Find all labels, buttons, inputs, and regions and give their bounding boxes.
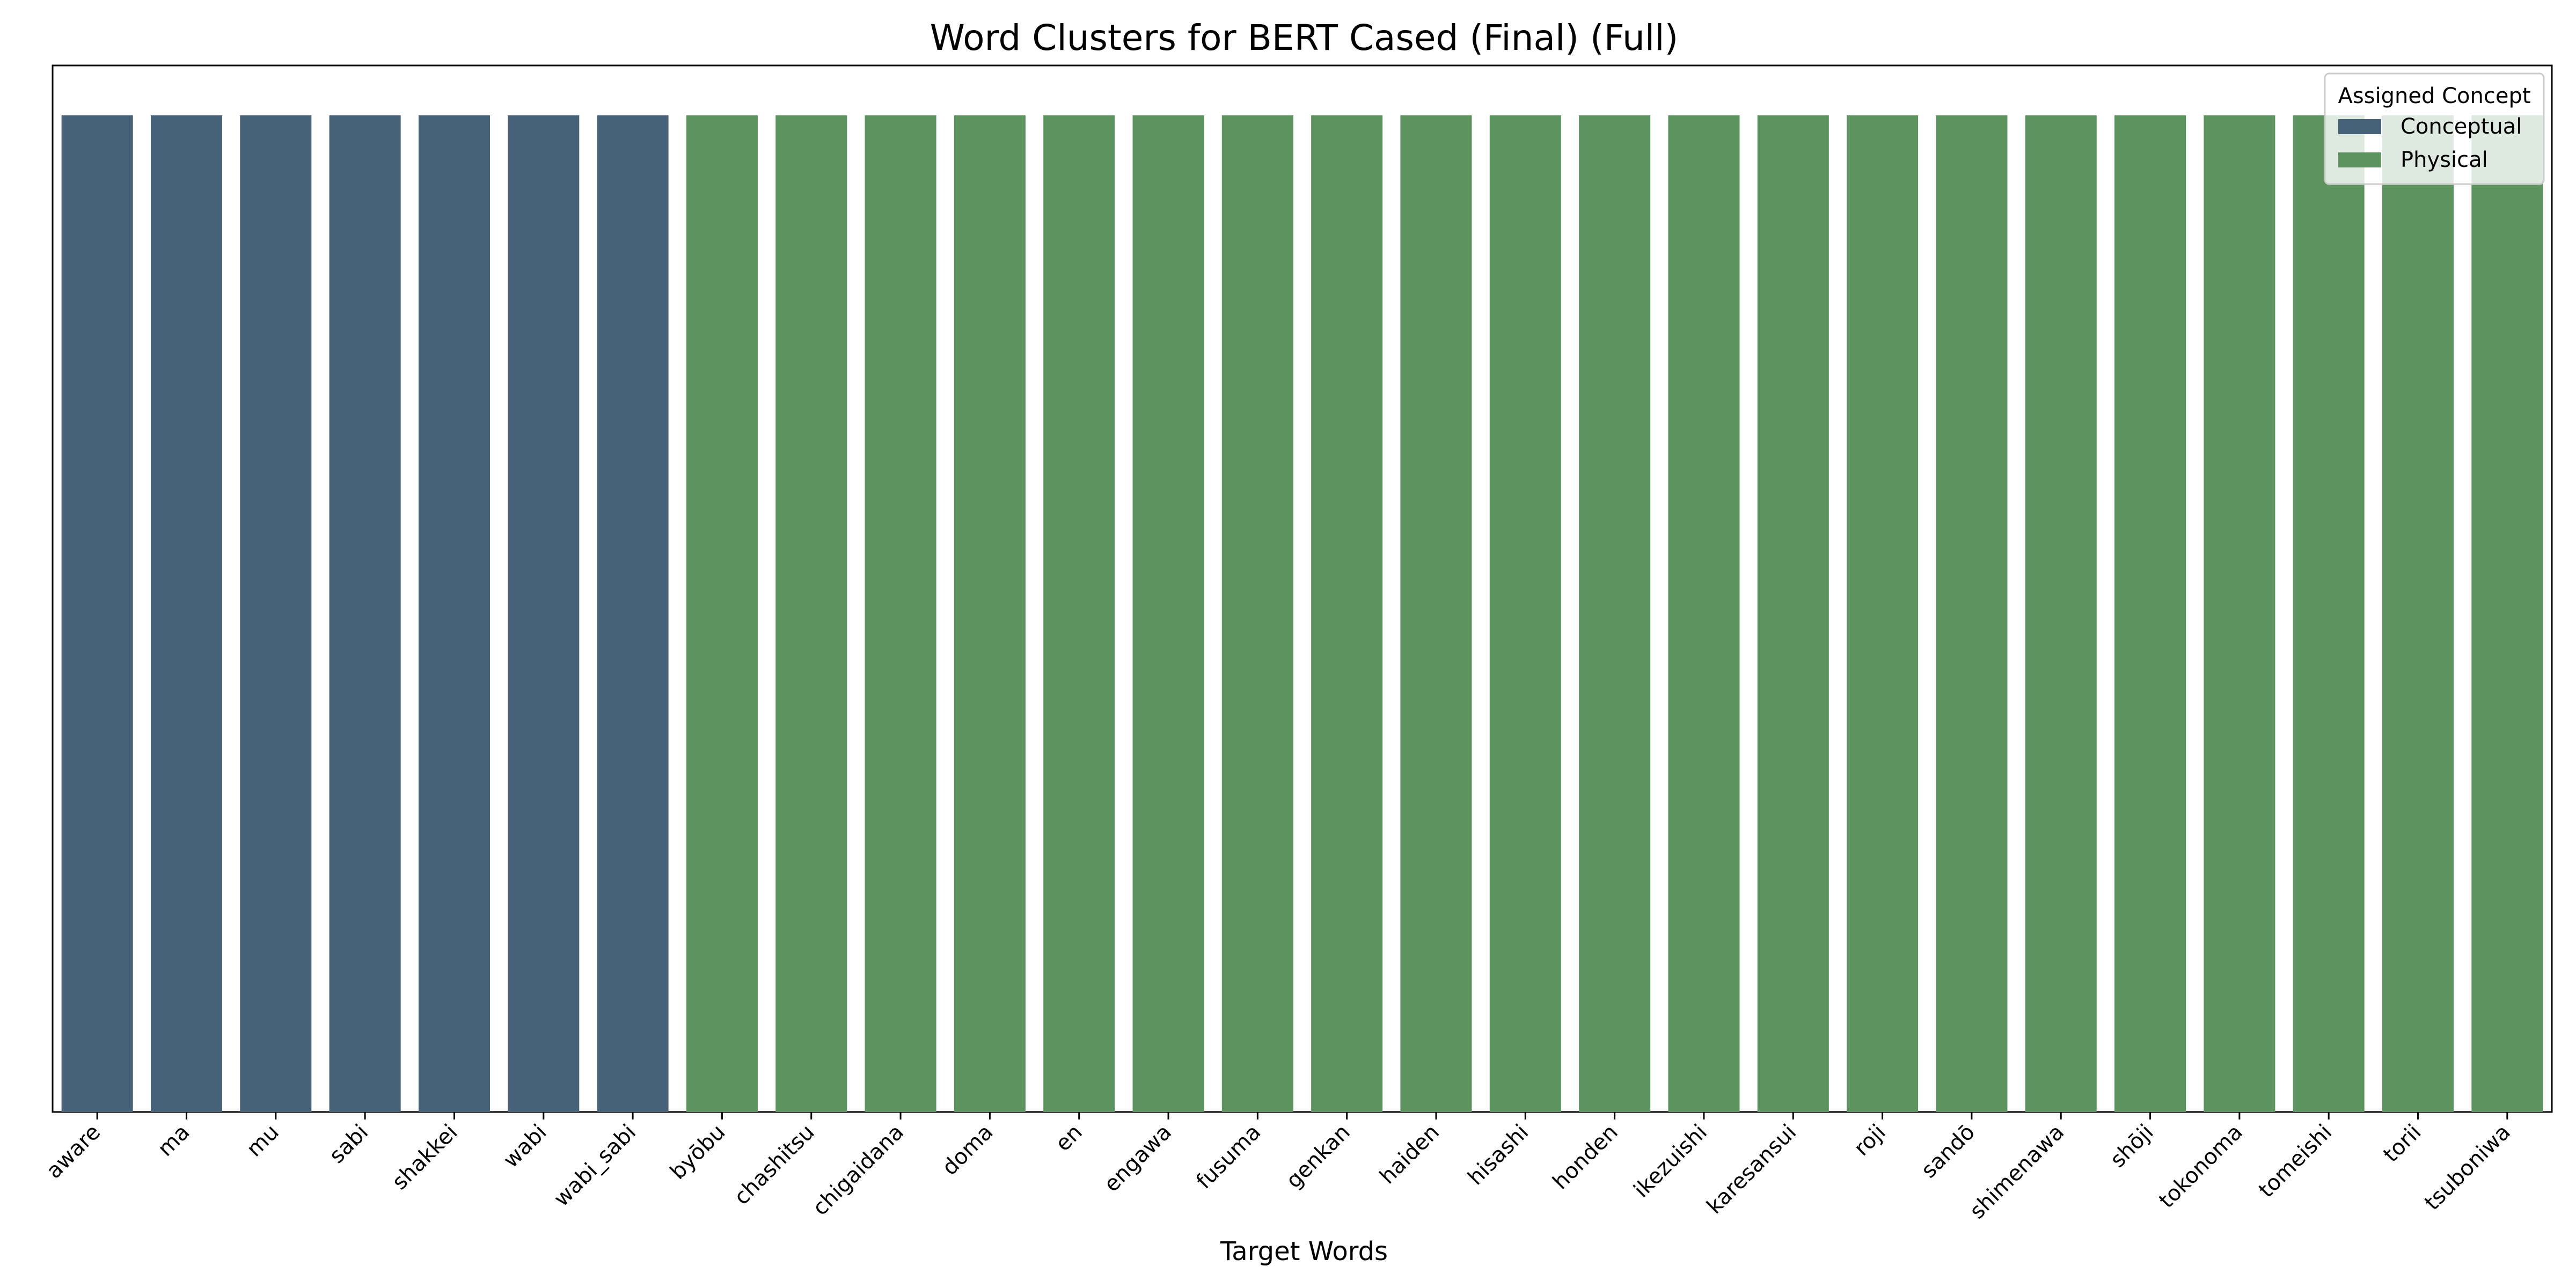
x-tick-label: doma [938, 1120, 998, 1181]
bar-tomeishi [2293, 115, 2365, 1113]
bar-mu [240, 115, 312, 1113]
x-tick-label: genkan [1282, 1120, 1355, 1194]
x-tick-label: sabi [325, 1120, 373, 1168]
x-tick-label: honden [1548, 1120, 1623, 1195]
x-tick-label: en [1051, 1120, 1087, 1157]
bar-byōbu [686, 115, 758, 1113]
x-tick-label: engawa [1099, 1120, 1176, 1197]
bar-ma [150, 115, 223, 1113]
bars-group [61, 115, 2543, 1113]
bar-genkan [1311, 115, 1383, 1113]
bar-roji [1847, 115, 1919, 1113]
x-tick-label: aware [41, 1120, 105, 1184]
x-tick-label: ma [153, 1120, 194, 1161]
bar-torii [2382, 115, 2454, 1113]
bar-hisashi [1489, 115, 1561, 1113]
bar-chigaidana [865, 115, 936, 1113]
x-tick-label: torii [2379, 1120, 2426, 1167]
bar-tsuboniwa [2471, 115, 2543, 1113]
x-tick-label: hisashi [1463, 1120, 1533, 1190]
bar-aware [61, 115, 133, 1113]
x-tick-label: ikezuishi [1629, 1120, 1712, 1203]
legend-swatch-conceptual [2338, 119, 2381, 134]
x-tick-label: haiden [1375, 1120, 1444, 1189]
bar-en [1043, 115, 1115, 1113]
bar-sabi [329, 115, 401, 1113]
bar-haiden [1400, 115, 1472, 1113]
x-tick-label: karesansui [1702, 1120, 1802, 1219]
bar-wabi [508, 115, 580, 1113]
bar-ikezuishi [1668, 115, 1740, 1113]
x-tick-label: fusuma [1191, 1120, 1265, 1194]
x-tick-label: roji [1849, 1120, 1891, 1161]
x-tick-label: wabi [499, 1120, 552, 1173]
legend-swatch-physical [2338, 152, 2381, 167]
x-tick-label: byōbu [665, 1120, 730, 1184]
bar-tokonoma [2204, 115, 2275, 1113]
x-tick-label: wabi_sabi [549, 1120, 641, 1212]
bar-sandō [1936, 115, 2008, 1113]
legend-label-physical: Physical [2401, 148, 2488, 172]
x-tick-label: chigaidana [808, 1120, 909, 1221]
x-tick-label: shōji [2105, 1120, 2158, 1173]
legend-entries: Conceptual Physical [2338, 114, 2522, 172]
legend-label-conceptual: Conceptual [2401, 114, 2522, 139]
x-tick-label: sandō [1916, 1120, 1980, 1183]
x-tick-label: tomeishi [2254, 1120, 2337, 1203]
legend[interactable]: Assigned Concept Conceptual Physical [2324, 72, 2545, 185]
bar-honden [1579, 115, 1651, 1113]
bar-shimenawa [2025, 115, 2097, 1113]
x-tick-label: shimenawa [1965, 1120, 2069, 1224]
legend-title: Assigned Concept [2338, 84, 2530, 108]
bar-fusuma [1221, 115, 1293, 1113]
x-tick-label: chashitsu [729, 1120, 819, 1210]
bar-doma [954, 115, 1026, 1113]
bar-chashitsu [775, 115, 847, 1113]
x-axis-label: Target Words [1220, 1236, 1388, 1267]
bar-engawa [1132, 115, 1204, 1113]
bar-karesansui [1757, 115, 1829, 1113]
bar-wabi_sabi [597, 115, 669, 1113]
x-tick-label: tsuboniwa [2420, 1120, 2515, 1216]
x-tick-label: mu [242, 1120, 284, 1162]
bar-shōji [2114, 115, 2186, 1113]
bar-shakkei [418, 115, 490, 1113]
x-tick-label: tokonoma [2154, 1120, 2248, 1213]
chart-title: Word Clusters for BERT Cased (Final) (Fu… [930, 17, 1679, 58]
x-tick-label: shakkei [387, 1120, 463, 1195]
